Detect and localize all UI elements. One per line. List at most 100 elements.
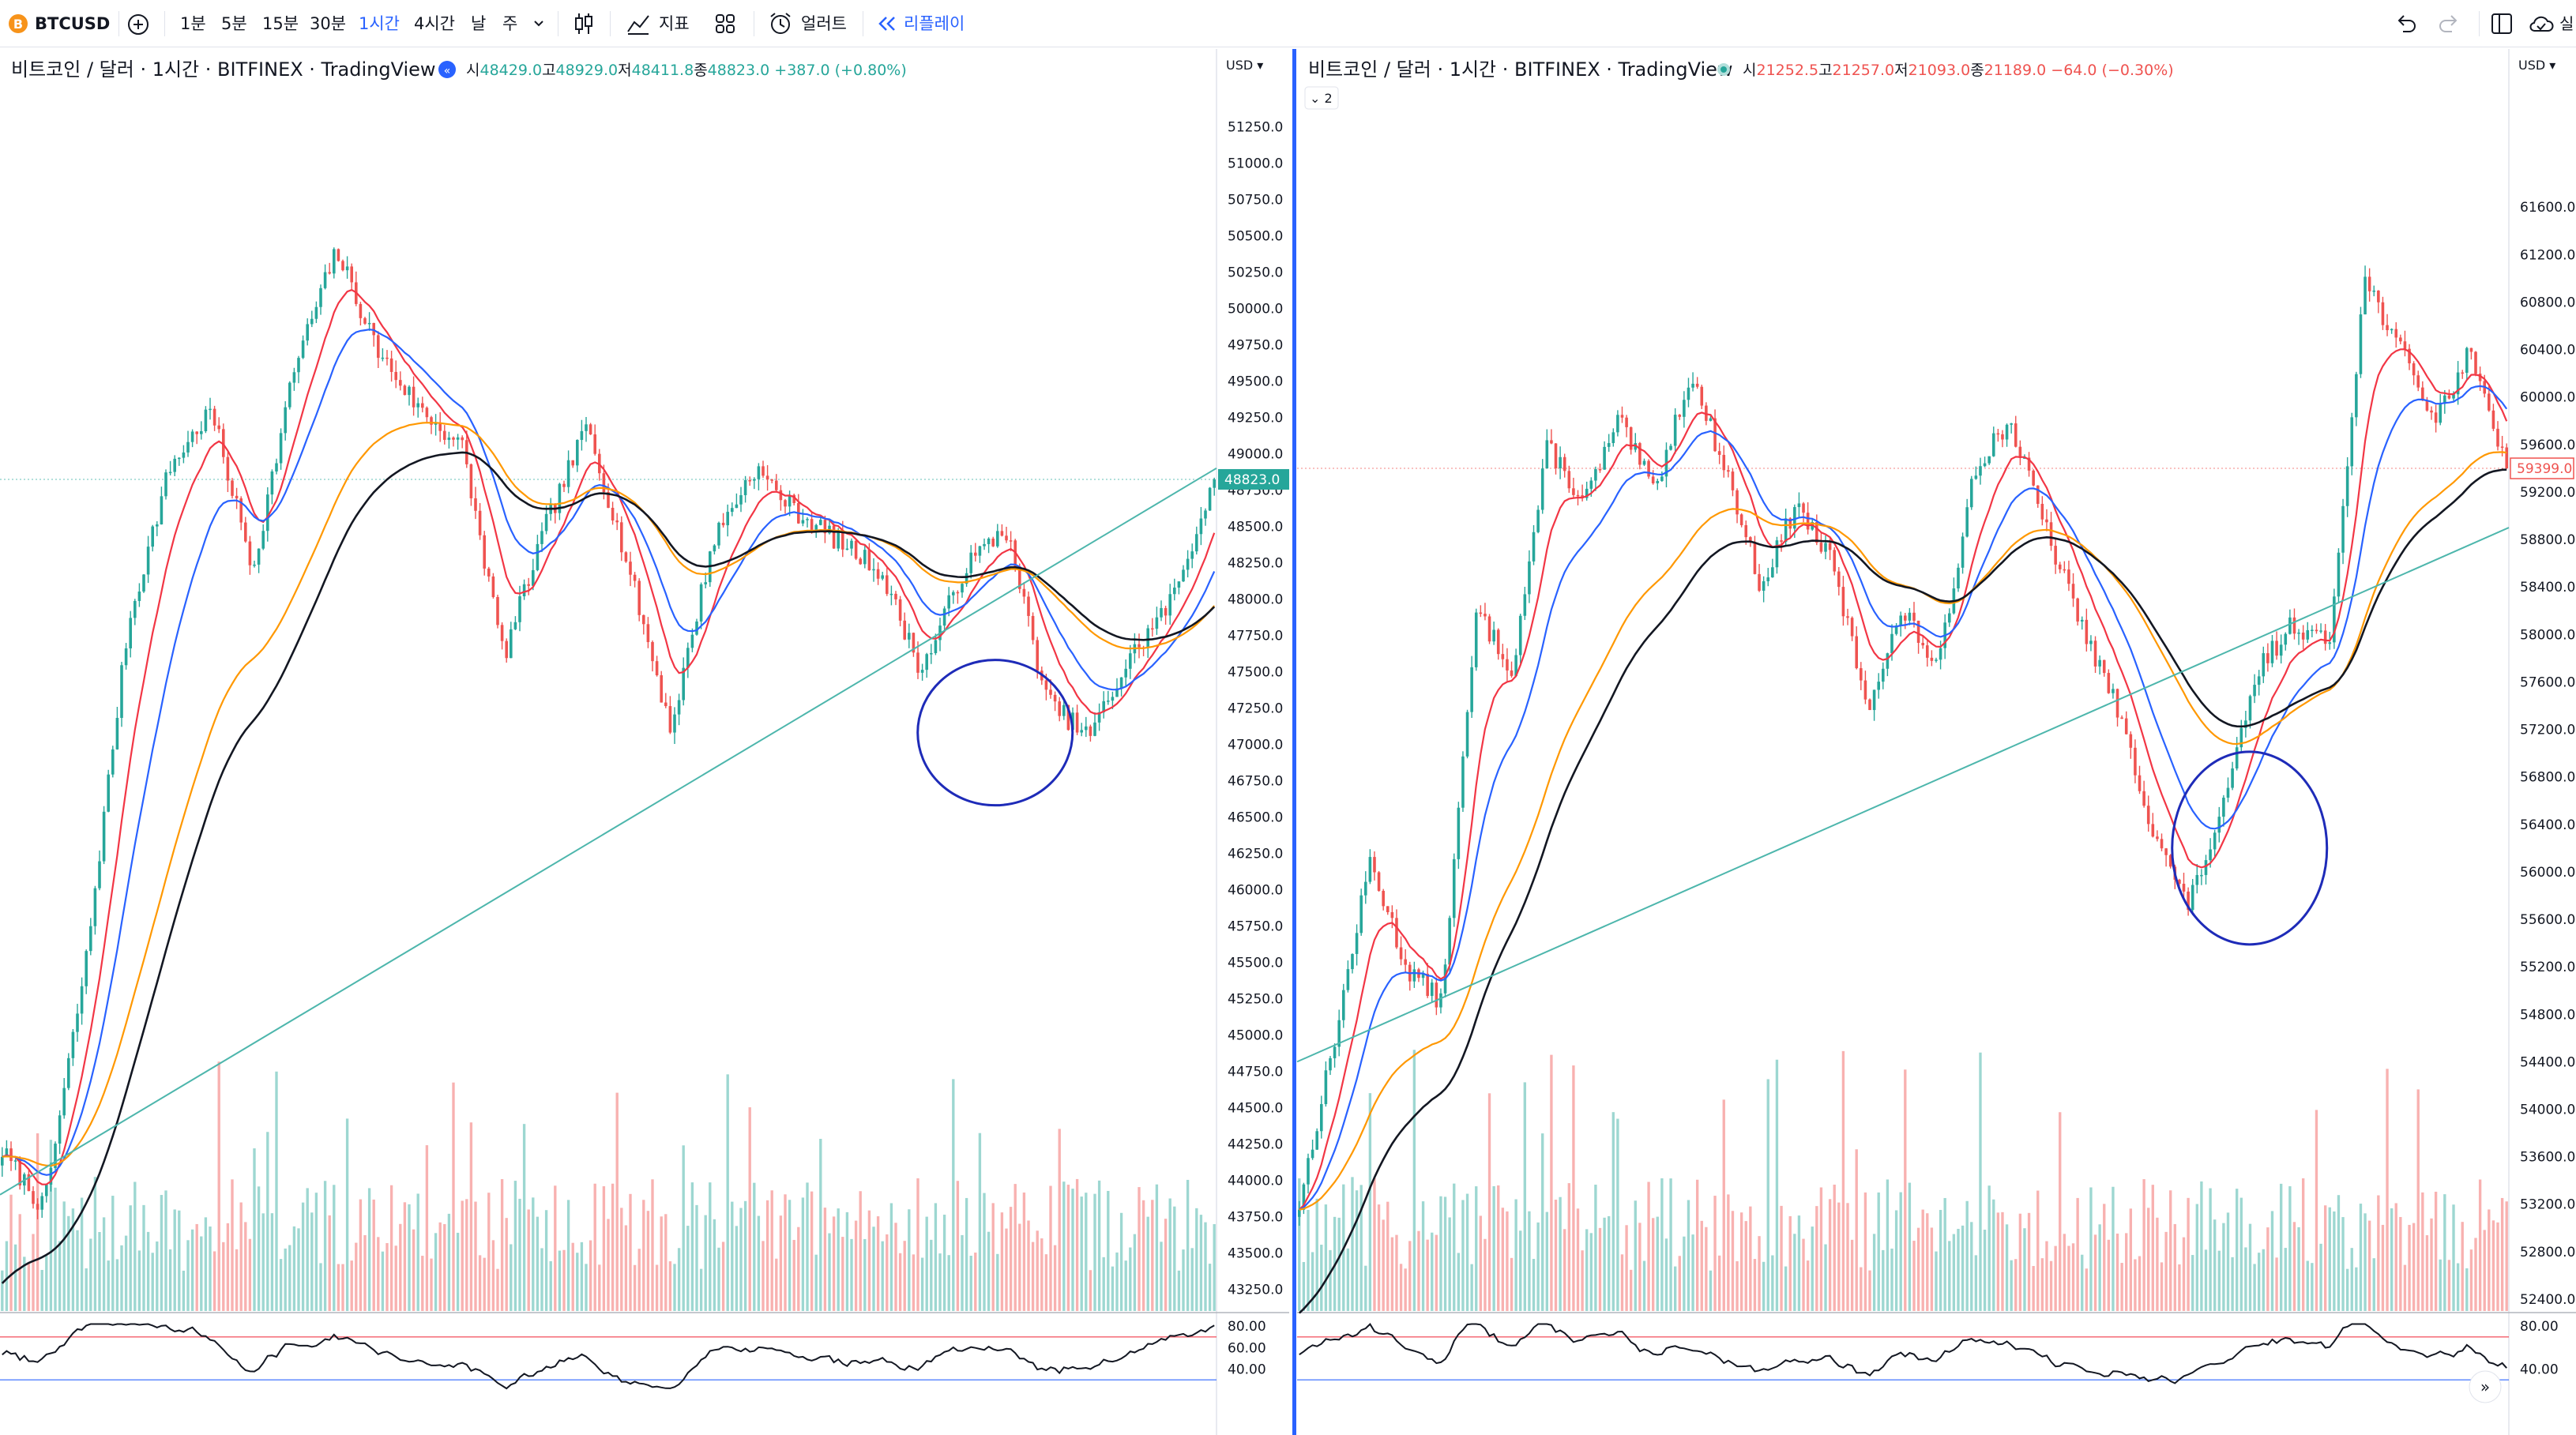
layout-icon[interactable]: [714, 13, 736, 35]
candle: [1656, 479, 1660, 490]
candle-body: [1947, 613, 1951, 623]
alarm-clock-icon[interactable]: [768, 11, 793, 36]
candle-body: [2399, 337, 2402, 342]
volume-bar: [288, 1245, 291, 1311]
undo-icon[interactable]: [2394, 13, 2417, 35]
candle-body: [1758, 573, 1761, 592]
chart-panel-left[interactable]: 51250.051000.050750.050500.050250.050000…: [0, 49, 1289, 1435]
volume-bar: [2275, 1257, 2278, 1311]
candle: [1085, 716, 1088, 738]
candle: [961, 581, 964, 598]
candle: [1479, 605, 1483, 618]
volume-bar: [1811, 1227, 1814, 1311]
volume-bar: [2337, 1195, 2341, 1311]
redo-icon[interactable]: [2438, 13, 2461, 35]
candle: [2301, 625, 2305, 650]
interval-30m[interactable]: 30분: [310, 14, 347, 33]
volume-bar: [1678, 1256, 1681, 1311]
volume-bar: [284, 1248, 287, 1311]
candle-body: [2040, 503, 2044, 520]
candle-body: [2112, 689, 2115, 693]
alerts-button[interactable]: 얼러트: [801, 14, 847, 33]
volume-bar: [2505, 1201, 2508, 1311]
candle-body: [1616, 415, 1619, 433]
volume-bar: [1182, 1249, 1185, 1311]
candle: [257, 548, 261, 573]
price-tick-label: 44000.0: [1228, 1173, 1283, 1189]
chart-area[interactable]: 51250.051000.050750.050500.050250.050000…: [0, 49, 2576, 1435]
candle: [615, 513, 619, 531]
layout-split-icon[interactable]: [2490, 12, 2514, 36]
candle: [1567, 465, 1571, 493]
candle-body: [2333, 596, 2336, 643]
candle-body: [49, 1167, 53, 1185]
candle-body: [518, 596, 521, 622]
indicators-icon[interactable]: [626, 11, 651, 36]
candle: [2443, 390, 2446, 414]
volume-bar: [156, 1241, 159, 1311]
interval-4h[interactable]: 4시간: [414, 14, 456, 33]
interval-1m[interactable]: 1분: [180, 14, 206, 33]
candle-body: [2257, 676, 2261, 686]
cloud-save-label[interactable]: 실: [2559, 14, 2574, 33]
candle-body: [2253, 685, 2256, 697]
candle-body: [814, 524, 818, 532]
candle: [762, 460, 765, 479]
volume-bar: [142, 1204, 145, 1311]
candle-body: [2478, 374, 2482, 381]
indicators-button[interactable]: 지표: [659, 14, 690, 33]
candle-body: [2213, 832, 2217, 850]
volume-bar: [1461, 1200, 1465, 1311]
volume-series: [1, 1061, 1216, 1311]
cloud-icon[interactable]: [2528, 13, 2555, 35]
volume-bar: [1439, 1196, 1442, 1311]
symbol-search[interactable]: BTCUSD: [35, 14, 111, 33]
chevron-down-icon[interactable]: [532, 17, 545, 30]
candle: [160, 486, 164, 525]
candle-body: [2345, 466, 2349, 506]
candle: [1673, 408, 1677, 454]
interval-5m[interactable]: 5분: [221, 14, 247, 33]
interval-15m[interactable]: 15분: [262, 14, 299, 33]
replay-icon[interactable]: [877, 14, 897, 33]
candle: [1523, 586, 1527, 621]
volume-bar: [67, 1215, 70, 1311]
interval-1h[interactable]: 1시간: [359, 14, 401, 33]
price-tick-label: 45750.0: [1228, 918, 1283, 934]
interval-week[interactable]: 주: [502, 14, 518, 33]
interval-day[interactable]: 날: [471, 14, 487, 33]
candle-body: [2089, 640, 2093, 644]
candle-body: [753, 479, 756, 481]
add-symbol-icon[interactable]: [126, 13, 150, 36]
candle: [1080, 723, 1083, 737]
volume-bar: [1395, 1234, 1398, 1311]
candle: [571, 460, 574, 468]
candle: [319, 284, 322, 315]
candle: [2244, 711, 2247, 738]
candle: [2474, 351, 2477, 377]
candle: [2071, 573, 2075, 607]
volume-bar: [367, 1188, 371, 1311]
candle-body: [850, 540, 853, 549]
volume-bar: [739, 1208, 743, 1311]
volume-bar: [664, 1214, 668, 1311]
candle-body: [1382, 890, 1385, 907]
volume-bar: [2222, 1223, 2225, 1311]
chart-panel-right[interactable]: 61600.061200.060800.060400.060000.059600…: [1296, 49, 2576, 1435]
candle: [2288, 609, 2292, 635]
volume-bar: [510, 1244, 513, 1311]
volume-bar: [1550, 1054, 1553, 1311]
replay-button[interactable]: 리플레이: [904, 14, 965, 33]
candle: [1855, 626, 1859, 670]
candle-body: [496, 596, 499, 625]
volume-bar: [1089, 1270, 1092, 1311]
candle: [1691, 372, 1694, 392]
volume-bar: [2103, 1204, 2106, 1311]
volume-bar: [1669, 1178, 1672, 1311]
candle: [544, 505, 548, 535]
volume-bar: [182, 1270, 186, 1311]
candles-icon[interactable]: [572, 11, 596, 36]
candle-body: [894, 593, 897, 599]
bitcoin-icon: B: [9, 14, 28, 33]
volume-bar: [23, 1257, 26, 1311]
